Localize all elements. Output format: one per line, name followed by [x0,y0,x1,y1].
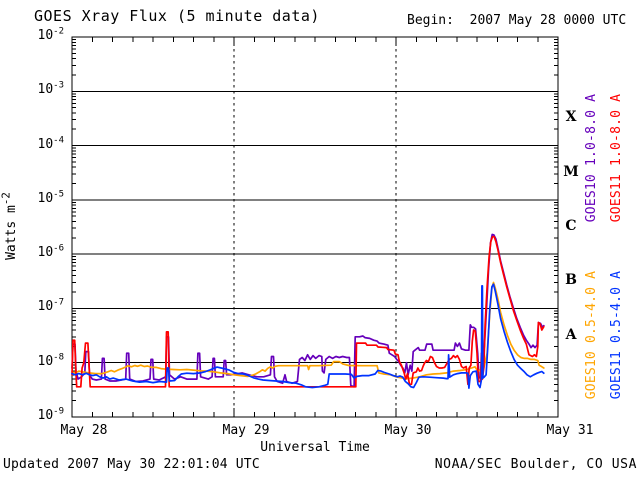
chart-title: GOES Xray Flux (5 minute data) [34,7,320,25]
x-tick-label-may-30: May 30 [384,423,432,438]
series-line-goes11-0-5-4-0-a [71,283,545,389]
series-line-goes11-1-0-8-0-a [71,235,545,388]
y-tick-label-10e-6: 10-6 [37,243,65,261]
y-axis-label: Watts m-2 [0,192,19,260]
y-tick-label-10e-3: 10-3 [37,80,65,98]
series-line-goes10-1-0-8-0-a [71,233,545,388]
flare-class-c: C [565,218,577,234]
axes-and-grid [72,36,558,418]
plot-frame [71,36,559,418]
x-tick-label-may-28: May 28 [60,423,108,438]
legend-goes11-1-0-8-0-a: GOES11 1.0-8.0 A [609,93,624,223]
x-tick-label-may-29: May 29 [222,423,270,438]
flare-class-x: X [565,109,577,126]
begin-timestamp-label: Begin: 2007 May 28 0000 UTC [407,13,627,28]
source-attribution: NOAA/SEC Boulder, CO USA [434,457,637,472]
flare-class-m: M [563,163,579,180]
updated-timestamp: Updated 2007 May 30 22:01:04 UTC [3,457,260,472]
y-tick-label-10e-2: 10-2 [37,26,65,43]
y-tick-label-10e-4: 10-4 [37,135,65,152]
y-tick-label-10e-5: 10-5 [37,189,65,206]
x-tick-label-may-31: May 31 [546,423,594,438]
legend-goes10-0-5-4-0-a: GOES10 0.5-4.0 A [584,270,599,400]
y-tick-label-10e-7: 10-7 [37,298,65,315]
x-axis-label: Universal Time [260,440,370,455]
flare-class-b: B [565,272,577,289]
flare-class-a: A [565,326,577,343]
legend-goes11-0-5-4-0-a: GOES11 0.5-4.0 A [609,270,624,400]
y-tick-label-10e-8: 10-8 [37,352,65,369]
legend-goes10-1-0-8-0-a: GOES10 1.0-8.0 A [584,93,599,223]
y-tick-label-10e-9: 10-9 [37,406,65,423]
